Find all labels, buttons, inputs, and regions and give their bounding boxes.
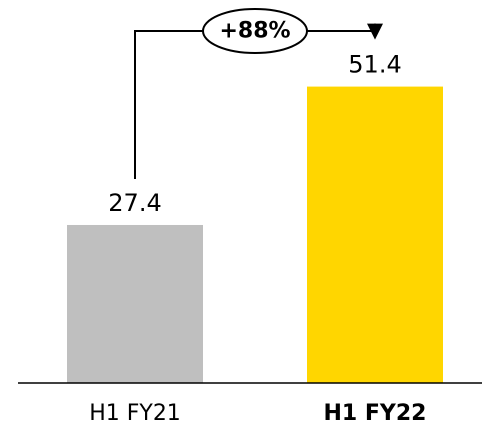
bar-value-label-1: 27.4 <box>108 189 161 217</box>
growth-bubble <box>202 8 308 54</box>
bar-2 <box>307 86 443 384</box>
category-label-2: H1 FY22 <box>324 401 427 426</box>
category-label-1: H1 FY21 <box>89 401 181 426</box>
bars-group <box>67 86 443 384</box>
bar-1 <box>67 224 203 383</box>
growth-percent-label: +88% <box>219 19 290 44</box>
labels-group: 27.4 H1 FY21 51.4 H1 FY22 <box>89 51 426 426</box>
bar-value-label-2: 51.4 <box>348 51 401 79</box>
arrow-down-icon <box>367 23 383 40</box>
growth-annotation: +88% <box>134 8 383 179</box>
